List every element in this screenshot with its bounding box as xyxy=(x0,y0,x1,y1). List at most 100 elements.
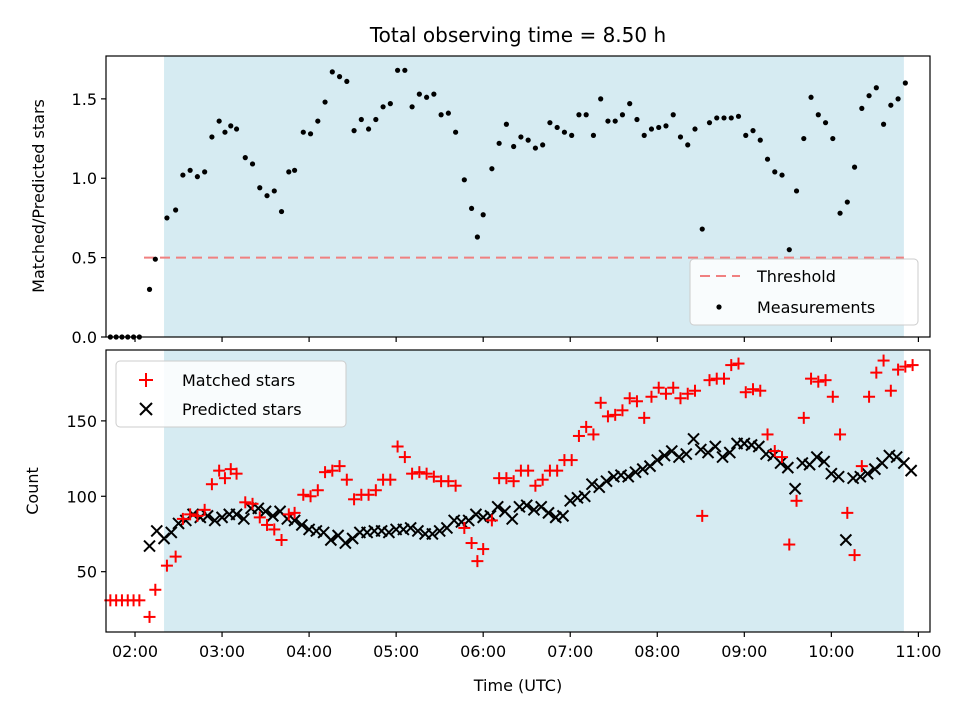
matched-star-marker xyxy=(863,390,876,403)
predicted-star-marker xyxy=(295,518,309,532)
measurement-point xyxy=(173,207,179,213)
matched-star-marker xyxy=(442,475,455,488)
x-tick-label: 04:00 xyxy=(286,642,332,661)
measurement-point xyxy=(583,112,589,118)
matched-star-marker xyxy=(239,496,252,509)
matched-star-marker xyxy=(812,375,825,388)
bottom-x-ticks: 02:00 03:00 04:00 05:00 06:00 07:00 08:00 09:00… xyxy=(112,632,941,661)
predicted-star-marker xyxy=(165,526,178,539)
measurement-point xyxy=(315,118,321,124)
measurement-point xyxy=(146,286,153,292)
measurement-point xyxy=(187,167,193,173)
matched-star-marker xyxy=(601,410,614,423)
matched-star-marker xyxy=(406,467,419,480)
measurement-point xyxy=(554,124,560,131)
matched-star-marker xyxy=(449,479,462,492)
measurement-point xyxy=(772,169,778,175)
x-tick-label: 07:00 xyxy=(547,642,593,661)
predicted-star-marker xyxy=(607,470,620,483)
predicted-star-marker xyxy=(745,438,758,452)
measurement-point xyxy=(480,212,486,218)
matched-star-marker xyxy=(877,354,890,367)
matched-star-marker xyxy=(906,359,919,372)
matched-star-marker xyxy=(630,395,643,408)
measurement-point xyxy=(264,193,270,199)
matched-star-marker xyxy=(471,555,484,568)
matched-star-marker xyxy=(218,472,231,485)
predicted-star-marker xyxy=(883,449,896,462)
predicted-star-marker xyxy=(694,443,707,456)
bottom-axes-frame xyxy=(105,349,931,633)
predicted-star-marker xyxy=(143,539,156,553)
predicted-star-marker xyxy=(817,455,831,468)
measurement-point xyxy=(561,129,568,135)
matched-star-marker xyxy=(696,509,709,522)
matched-star-marker xyxy=(747,383,760,396)
measurement-point xyxy=(902,80,908,86)
predicted-star-marker xyxy=(288,514,301,527)
predicted-star-marker xyxy=(636,462,649,476)
measurement-point xyxy=(895,96,901,102)
measurement-point xyxy=(271,188,277,194)
y-tick-label: 100 xyxy=(66,487,97,506)
predicted-star-marker xyxy=(585,478,599,491)
measurement-point xyxy=(663,123,669,129)
matched-star-marker xyxy=(587,428,600,441)
legend-matched-label: Matched stars xyxy=(182,371,295,390)
measurement-point xyxy=(351,128,357,134)
predicted-star-marker xyxy=(447,514,461,527)
matched-star-marker xyxy=(143,610,156,623)
predicted-star-marker xyxy=(426,527,439,541)
measurement-point xyxy=(180,172,186,178)
top-x-ticks xyxy=(134,337,919,342)
measurement-point xyxy=(416,91,422,97)
matched-star-marker xyxy=(268,523,281,536)
matched-star-marker xyxy=(500,472,513,485)
legend-measurements-label: Measurements xyxy=(757,298,875,317)
matched-star-marker xyxy=(855,460,868,473)
predicted-star-marker xyxy=(680,447,693,461)
matched-star-marker xyxy=(674,392,687,405)
predicted-star-marker xyxy=(687,432,700,446)
predicted-star-marker xyxy=(629,465,642,479)
measurement-point xyxy=(222,129,228,135)
measurement-point xyxy=(837,210,843,216)
matched-star-marker xyxy=(288,506,301,519)
measurement-point xyxy=(344,78,350,85)
matched-star-marker xyxy=(213,464,226,477)
measurement-point xyxy=(424,94,430,100)
bottom-legend: Matched stars Predicted stars xyxy=(115,360,347,428)
top-y-axis-label: Matched/Predicted stars xyxy=(29,99,48,293)
matched-star-marker xyxy=(169,550,182,563)
measurement-point xyxy=(677,134,684,140)
measurement-point xyxy=(822,120,829,126)
measurement-point xyxy=(670,112,676,118)
measurement-point xyxy=(228,123,234,129)
matched-star-marker xyxy=(776,451,789,464)
matched-star-marker xyxy=(899,360,912,373)
matched-star-marker xyxy=(205,478,218,491)
predicted-star-marker xyxy=(839,533,853,547)
matched-star-marker xyxy=(391,440,404,453)
predicted-star-marker xyxy=(672,450,686,464)
measurement-point xyxy=(699,226,705,232)
measurement-point xyxy=(468,205,475,212)
measurement-point xyxy=(496,140,502,146)
measurement-point xyxy=(291,167,298,173)
measurement-point xyxy=(209,134,215,140)
matched-star-marker xyxy=(623,392,636,405)
matched-star-marker xyxy=(398,451,411,464)
measurement-point xyxy=(373,116,379,123)
measurement-point xyxy=(888,102,894,108)
predicted-star-marker xyxy=(230,508,243,521)
matched-star-marker xyxy=(609,408,622,421)
measurement-point xyxy=(394,67,401,73)
measurement-point xyxy=(202,169,208,175)
measurement-point xyxy=(844,199,850,205)
matched-star-marker xyxy=(297,488,310,501)
legend-matched-swatch xyxy=(139,373,153,387)
predicted-star-marker xyxy=(904,464,918,477)
measurement-point xyxy=(612,118,618,124)
bottom-y-axis-label: Count xyxy=(23,467,42,515)
measurement-point xyxy=(873,85,879,91)
